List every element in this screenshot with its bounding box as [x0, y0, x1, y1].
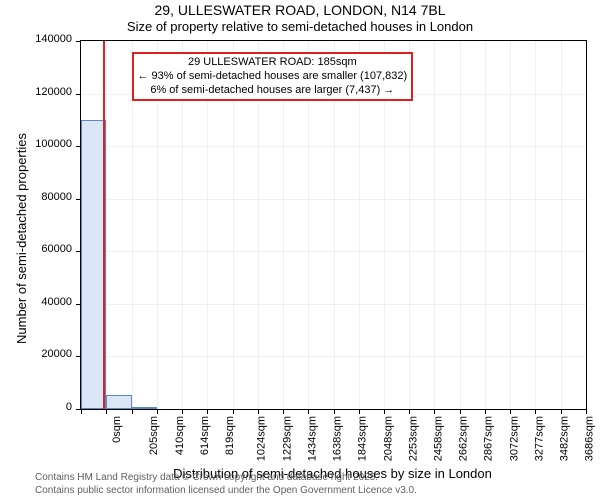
xtick-label: 2253sqm	[407, 416, 419, 461]
footer-line1: Contains HM Land Registry data © Crown c…	[35, 472, 417, 485]
gridline-v	[510, 41, 511, 409]
ytick-label: 140000	[12, 33, 72, 45]
plot-area: 29 ULLESWATER ROAD: 185sqm← 93% of semi-…	[80, 40, 587, 410]
xtick	[334, 409, 335, 414]
xtick	[132, 409, 133, 414]
xtick	[384, 409, 385, 414]
xtick-label: 3072sqm	[508, 416, 520, 461]
xtick-label: 410sqm	[174, 416, 186, 455]
xtick	[81, 409, 82, 414]
xtick-label: 2867sqm	[483, 416, 495, 461]
xtick	[359, 409, 360, 414]
xtick	[233, 409, 234, 414]
xtick-label: 3482sqm	[559, 416, 571, 461]
y-axis-label: Number of semi-detached properties	[14, 133, 29, 344]
xtick	[258, 409, 259, 414]
xtick	[561, 409, 562, 414]
ytick-label: 60000	[12, 243, 72, 255]
histogram-bar	[132, 407, 157, 409]
xtick-label: 3277sqm	[533, 416, 545, 461]
gridline-v	[106, 41, 107, 409]
annotation-line: 29 ULLESWATER ROAD: 185sqm	[138, 56, 408, 70]
ytick-label: 120000	[12, 86, 72, 98]
xtick-label: 2662sqm	[457, 416, 469, 461]
ytick-label: 20000	[12, 348, 72, 360]
title-subtitle: Size of property relative to semi-detach…	[0, 19, 600, 35]
xtick-label: 1638sqm	[331, 416, 343, 461]
chart-container: 29, ULLESWATER ROAD, LONDON, N14 7BL Siz…	[0, 0, 600, 500]
footer-line2: Contains public sector information licen…	[35, 485, 417, 498]
xtick	[283, 409, 284, 414]
xtick-label: 1843sqm	[356, 416, 368, 461]
xtick	[182, 409, 183, 414]
annotation-line: 6% of semi-detached houses are larger (7…	[138, 84, 408, 98]
gridline-v	[535, 41, 536, 409]
xtick	[485, 409, 486, 414]
xtick-label: 819sqm	[224, 416, 236, 455]
ytick-label: 40000	[12, 296, 72, 308]
annotation-box: 29 ULLESWATER ROAD: 185sqm← 93% of semi-…	[132, 52, 414, 101]
xtick	[434, 409, 435, 414]
xtick	[510, 409, 511, 414]
ytick-label: 100000	[12, 138, 72, 150]
gridline-v	[485, 41, 486, 409]
xtick	[207, 409, 208, 414]
xtick	[308, 409, 309, 414]
ytick	[76, 41, 81, 42]
xtick-label: 205sqm	[148, 416, 160, 455]
gridline-v	[460, 41, 461, 409]
gridline-v	[434, 41, 435, 409]
title-address: 29, ULLESWATER ROAD, LONDON, N14 7BL	[0, 2, 600, 19]
xtick	[535, 409, 536, 414]
property-marker-line	[103, 41, 105, 409]
xtick-label: 0sqm	[111, 416, 123, 443]
xtick-label: 1229sqm	[281, 416, 293, 461]
xtick-label: 1434sqm	[306, 416, 318, 461]
xtick-label: 1024sqm	[256, 416, 268, 461]
xtick	[409, 409, 410, 414]
ytick	[76, 94, 81, 95]
xtick-label: 2048sqm	[382, 416, 394, 461]
xtick	[106, 409, 107, 414]
xtick	[586, 409, 587, 414]
xtick-label: 3686sqm	[584, 416, 596, 461]
ytick-label: 0	[12, 401, 72, 413]
ytick-label: 80000	[12, 191, 72, 203]
xtick	[460, 409, 461, 414]
attribution-footer: Contains HM Land Registry data © Crown c…	[35, 472, 417, 497]
xtick-label: 2458sqm	[432, 416, 444, 461]
xtick-label: 614sqm	[199, 416, 211, 455]
histogram-bar	[106, 395, 131, 409]
annotation-line: ← 93% of semi-detached houses are smalle…	[138, 70, 408, 84]
xtick	[157, 409, 158, 414]
title-block: 29, ULLESWATER ROAD, LONDON, N14 7BL Siz…	[0, 2, 600, 34]
gridline-v	[561, 41, 562, 409]
